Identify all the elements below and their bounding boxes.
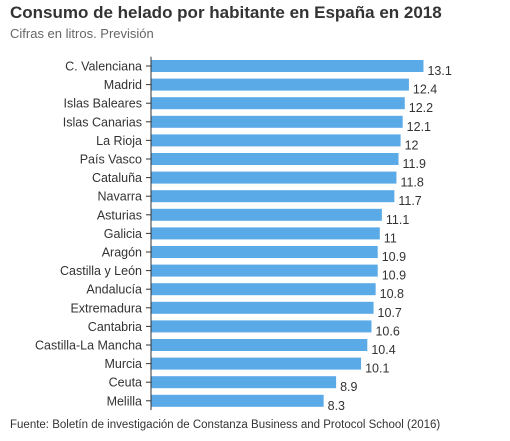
bar-c-valenciana xyxy=(151,60,424,72)
bar-extremadura xyxy=(151,301,374,314)
category-labels: C. Valenciana Madrid Islas Baleares Islas C… xyxy=(35,60,142,409)
bar-castilla-y-leon xyxy=(151,264,378,277)
bar-galicia xyxy=(151,227,380,240)
value-label-asturias: 11.1 xyxy=(386,213,409,227)
category-label-murcia: Murcia xyxy=(104,357,142,371)
category-label-madrid: Madrid xyxy=(104,78,142,92)
category-label-islas-baleares: Islas Baleares xyxy=(63,97,142,111)
category-label-extremadura: Extremadura xyxy=(70,301,142,315)
value-label-melilla: 8.3 xyxy=(328,399,345,413)
axis-ticks xyxy=(146,65,151,402)
value-label-extremadura: 10.7 xyxy=(378,306,402,320)
value-label-islas-baleares: 12.2 xyxy=(409,101,433,115)
value-label-murcia: 10.1 xyxy=(365,362,389,376)
value-label-pais-vasco: 11.9 xyxy=(403,157,426,171)
bar-ceuta xyxy=(151,376,337,389)
bar-islas-canarias xyxy=(151,115,403,128)
category-label-cataluna: Cataluña xyxy=(92,171,142,185)
category-label-galicia: Galicia xyxy=(104,227,142,241)
bars-group xyxy=(151,60,424,407)
bar-pais-vasco xyxy=(151,153,399,165)
bar-asturias xyxy=(151,208,382,221)
category-label-castilla-la-mancha: Castilla-La Mancha xyxy=(35,339,142,353)
bar-la-rioja xyxy=(151,134,401,147)
category-label-ceuta: Ceuta xyxy=(109,376,142,390)
category-label-andalucia: Andalucía xyxy=(86,283,142,297)
source-note: Fuente: Boletín de investigación de Cons… xyxy=(10,419,441,431)
category-label-navarra: Navarra xyxy=(98,190,143,204)
bar-cataluna xyxy=(151,171,397,184)
bar-andalucia xyxy=(151,283,376,296)
category-label-pais-vasco: País Vasco xyxy=(80,153,142,167)
category-label-cantabria: Cantabria xyxy=(88,320,142,334)
value-label-c-valenciana: 13.1 xyxy=(427,64,451,78)
bar-aragon xyxy=(151,246,378,258)
bar-cantabria xyxy=(151,320,372,333)
value-label-islas-canarias: 12.1 xyxy=(407,120,431,134)
value-label-cantabria: 10.6 xyxy=(375,324,399,338)
category-label-aragon: Aragón xyxy=(102,246,142,260)
bar-castilla-la-mancha xyxy=(151,339,368,351)
value-label-castilla-y-leon: 10.9 xyxy=(382,269,406,283)
category-label-c-valenciana: C. Valenciana xyxy=(65,60,142,74)
bar-navarra xyxy=(151,190,395,203)
category-label-castilla-y-leon: Castilla y León xyxy=(60,264,142,278)
category-label-la-rioja: La Rioja xyxy=(96,134,142,148)
category-label-islas-canarias: Islas Canarias xyxy=(63,115,142,129)
value-label-navarra: 11.7 xyxy=(398,194,421,208)
value-label-la-rioja: 12 xyxy=(405,138,419,152)
bar-murcia xyxy=(151,357,362,370)
category-label-asturias: Asturias xyxy=(97,208,142,222)
value-label-castilla-la-mancha: 10.4 xyxy=(371,343,395,357)
bar-islas-baleares xyxy=(151,97,405,110)
value-label-ceuta: 8.9 xyxy=(340,380,357,394)
chart-subtitle: Cifras en litros. Previsión xyxy=(10,26,154,41)
value-label-cataluna: 11.8 xyxy=(400,176,423,190)
chart-title: Consumo de helado por habitante en Españ… xyxy=(10,3,442,22)
bar-madrid xyxy=(151,78,409,91)
value-label-madrid: 12.4 xyxy=(413,83,437,97)
value-label-aragon: 10.9 xyxy=(382,250,406,264)
value-labels: 13.1 12.4 12.2 12.1 12 11.9 11.8 11.7 11.1 11 10.9… xyxy=(328,64,452,413)
category-label-melilla: Melilla xyxy=(107,394,142,408)
bar-melilla xyxy=(151,394,324,407)
value-label-andalucia: 10.8 xyxy=(380,287,404,301)
value-label-galicia: 11 xyxy=(384,231,397,245)
